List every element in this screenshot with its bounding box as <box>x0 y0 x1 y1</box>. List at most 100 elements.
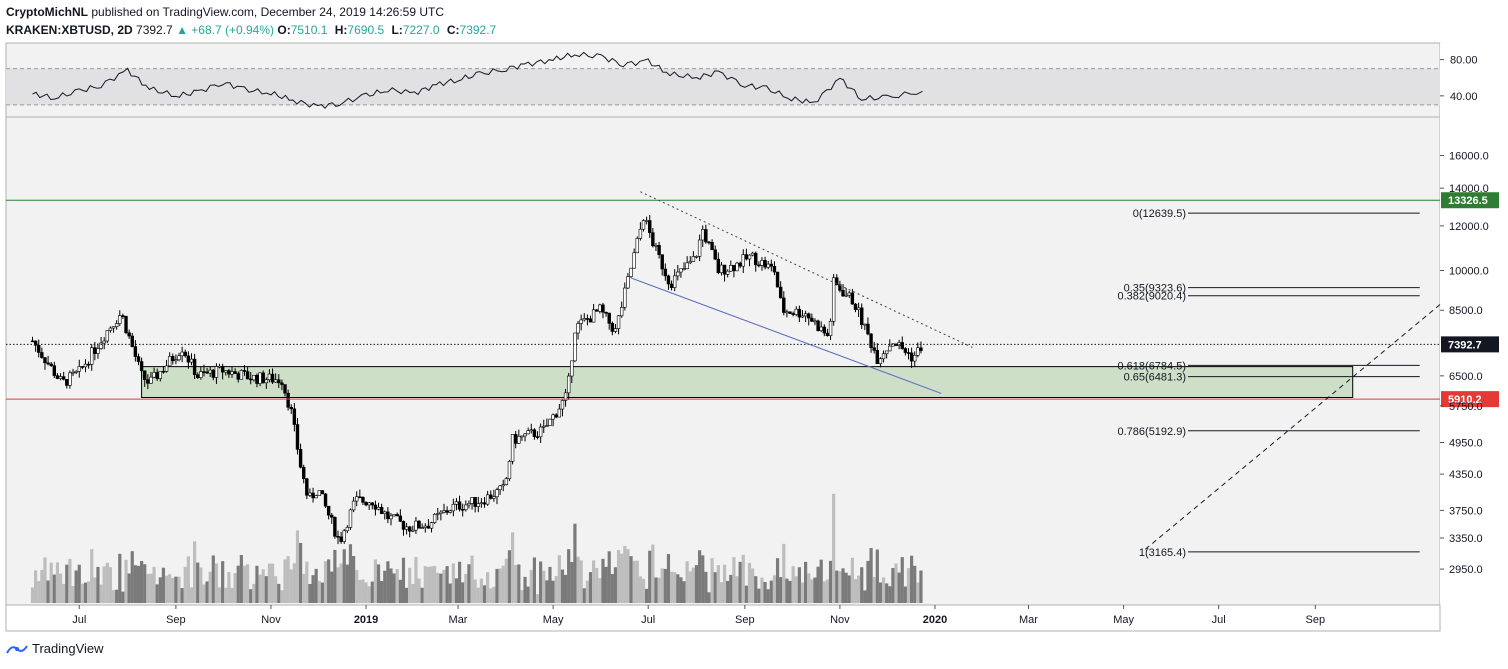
candle-body-159 <box>526 430 530 435</box>
fib-label-5: 0.786(5192.9) <box>1118 426 1187 438</box>
volume-bar-152 <box>504 558 508 603</box>
volume-bar-163 <box>539 561 543 603</box>
volume-bar-135 <box>451 563 455 603</box>
volume-bar-277 <box>894 563 898 603</box>
candle-body-23 <box>102 340 106 344</box>
candle-body-162 <box>535 436 540 438</box>
candle-body-106 <box>361 497 365 503</box>
candle-body-117 <box>395 514 399 517</box>
candle-body-73 <box>258 372 262 384</box>
candle-body-89 <box>308 492 312 496</box>
time-tick-label-12: Jul <box>1212 614 1226 626</box>
volume-bar-37 <box>146 573 150 603</box>
volume-bar-245 <box>794 576 798 603</box>
footer-brand[interactable]: TradingView <box>6 641 104 656</box>
volume-bar-243 <box>788 580 792 603</box>
volume-bar-5 <box>46 580 50 603</box>
volume-bar-240 <box>779 577 783 603</box>
candle-body-69 <box>245 371 250 380</box>
volume-bar-172 <box>567 549 571 603</box>
volume-bar-153 <box>507 550 512 603</box>
candle-body-137 <box>457 501 462 510</box>
volume-bar-166 <box>548 566 552 603</box>
candle-body-67 <box>239 370 244 380</box>
candle-body-166 <box>548 418 552 426</box>
price-tick-label-9: 3750.0 <box>1449 505 1483 517</box>
candle-body-233 <box>757 264 761 267</box>
volume-bar-149 <box>495 568 499 603</box>
candle-body-161 <box>532 429 537 437</box>
volume-bar-279 <box>900 557 904 603</box>
candle-body-181 <box>595 309 599 312</box>
volume-bar-32 <box>130 551 134 603</box>
volume-bar-53 <box>196 562 200 603</box>
candle-body-271 <box>875 350 880 364</box>
candle-body-176 <box>579 319 583 324</box>
candle-body-42 <box>161 371 166 373</box>
volume-bar-98 <box>336 567 340 603</box>
fib-label-3: 0.618(6784.5) <box>1118 360 1187 372</box>
volume-bar-199 <box>651 544 655 603</box>
open-label: O: <box>277 23 291 37</box>
volume-bar-71 <box>252 583 256 603</box>
candle-body-16 <box>80 366 85 368</box>
price-axis[interactable] <box>1440 43 1500 605</box>
volume-bar-105 <box>358 579 362 603</box>
volume-bar-77 <box>270 563 275 603</box>
candle-body-51 <box>189 358 194 363</box>
candle-body-3 <box>40 352 44 358</box>
price-tick-label-10: 3350.0 <box>1449 533 1483 545</box>
candle-body-274 <box>884 350 889 355</box>
candle-body-91 <box>314 495 318 499</box>
volume-bar-119 <box>401 557 406 603</box>
volume-bar-171 <box>563 574 568 603</box>
volume-bar-233 <box>757 588 761 603</box>
candle-body-264 <box>853 303 858 310</box>
volume-bar-127 <box>426 566 431 603</box>
volume-bar-121 <box>408 567 412 603</box>
last-price: 7392.7 <box>136 23 173 37</box>
volume-bar-54 <box>199 567 203 603</box>
published-date: published on TradingView.com, December 2… <box>91 5 445 19</box>
volume-bar-195 <box>638 576 642 603</box>
candle-body-224 <box>729 265 733 272</box>
candle-body-104 <box>355 496 359 502</box>
candle-body-27 <box>114 323 119 327</box>
oscillator-tick-label-0: 80.00 <box>1450 55 1478 67</box>
time-tick-label-11: May <box>1113 614 1134 626</box>
time-axis[interactable] <box>5 604 1441 632</box>
oscillator-layer <box>6 51 1440 109</box>
candle-body-52 <box>192 358 197 375</box>
volume-bar-2 <box>37 581 41 603</box>
candle-body-209 <box>682 268 686 271</box>
volume-bar-75 <box>264 576 268 603</box>
time-tick-label-9: 2020 <box>923 614 947 626</box>
candle-body-214 <box>697 239 702 257</box>
publication-info: CryptoMichNL published on TradingView.co… <box>6 5 444 19</box>
candle-body-211 <box>688 261 692 264</box>
candle-body-243 <box>788 311 792 314</box>
candle-body-153 <box>507 460 512 479</box>
volume-bar-78 <box>274 576 278 603</box>
candle-body-226 <box>735 262 739 272</box>
candle-body-279 <box>900 342 904 349</box>
candle-body-58 <box>211 369 216 378</box>
volume-bar-144 <box>479 578 484 603</box>
volume-bar-126 <box>423 566 427 603</box>
volume-bar-282 <box>910 555 914 603</box>
volume-bar-122 <box>411 583 415 603</box>
candle-body-242 <box>785 311 789 314</box>
author-name[interactable]: CryptoMichNL <box>6 5 88 19</box>
candle-body-257 <box>831 277 836 322</box>
volume-bar-259 <box>838 571 842 603</box>
candle-body-6 <box>49 363 53 366</box>
volume-bar-130 <box>436 572 440 603</box>
candle-body-72 <box>255 375 259 384</box>
volume-bar-263 <box>850 557 854 603</box>
volume-bar-69 <box>245 564 250 603</box>
candle-body-133 <box>445 510 449 513</box>
candle-body-84 <box>292 408 297 425</box>
volume-bar-60 <box>217 587 222 603</box>
volume-bar-52 <box>193 541 197 603</box>
